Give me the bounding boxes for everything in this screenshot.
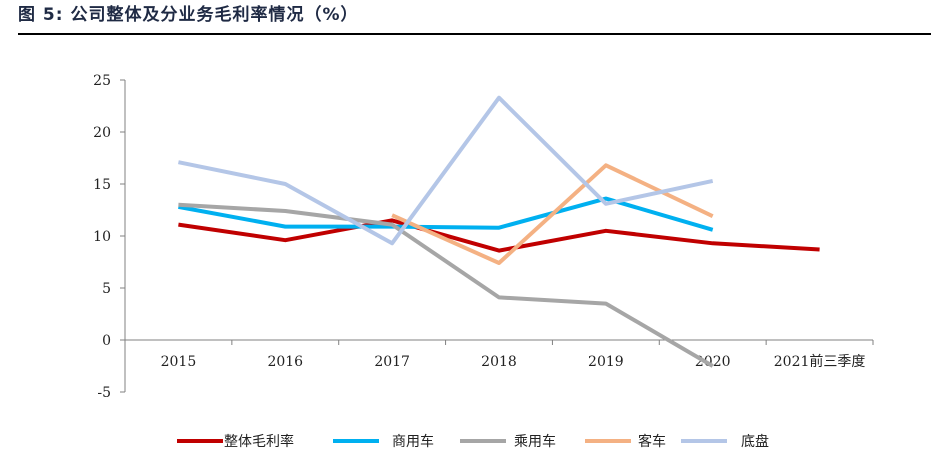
x-tick-label: 2020 <box>695 354 731 370</box>
x-tick-label: 2017 <box>374 354 410 370</box>
legend-label: 整体毛利率 <box>224 433 294 450</box>
legend-label: 乘用车 <box>514 433 556 450</box>
legend-label: 商用车 <box>392 433 434 450</box>
series-line-2 <box>178 196 714 232</box>
figure-title: 图 5: 公司整体及分业务毛利率情况（%） <box>18 5 359 25</box>
series-line-3 <box>178 202 714 368</box>
x-tick-label: 2016 <box>267 354 303 370</box>
y-tick-label: 15 <box>93 177 111 193</box>
y-tick-label: 10 <box>93 229 111 245</box>
series-line-5 <box>178 95 714 246</box>
y-tick-label: 0 <box>102 333 111 349</box>
y-tick-label: 20 <box>93 125 111 141</box>
x-tick-label: 2015 <box>161 354 197 370</box>
title-rule <box>18 33 931 35</box>
legend-label: 底盘 <box>741 433 769 450</box>
y-tick-label: 25 <box>93 73 111 89</box>
y-tick-label: -5 <box>97 385 111 401</box>
x-tick-label: 2018 <box>481 354 517 370</box>
x-tick-label: 2021前三季度 <box>774 353 866 370</box>
legend-label: 客车 <box>638 433 666 450</box>
y-tick-label: 5 <box>102 281 111 297</box>
x-tick-label: 2019 <box>588 354 624 370</box>
series-line-1 <box>178 218 820 253</box>
